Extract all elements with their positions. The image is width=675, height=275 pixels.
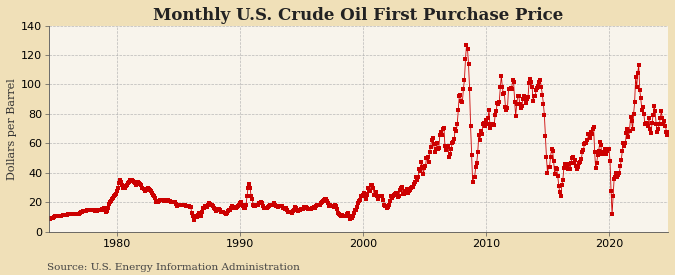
Text: Source: U.S. Energy Information Administration: Source: U.S. Energy Information Administ… bbox=[47, 263, 300, 272]
Y-axis label: Dollars per Barrel: Dollars per Barrel bbox=[7, 78, 17, 180]
Title: Monthly U.S. Crude Oil First Purchase Price: Monthly U.S. Crude Oil First Purchase Pr… bbox=[153, 7, 564, 24]
